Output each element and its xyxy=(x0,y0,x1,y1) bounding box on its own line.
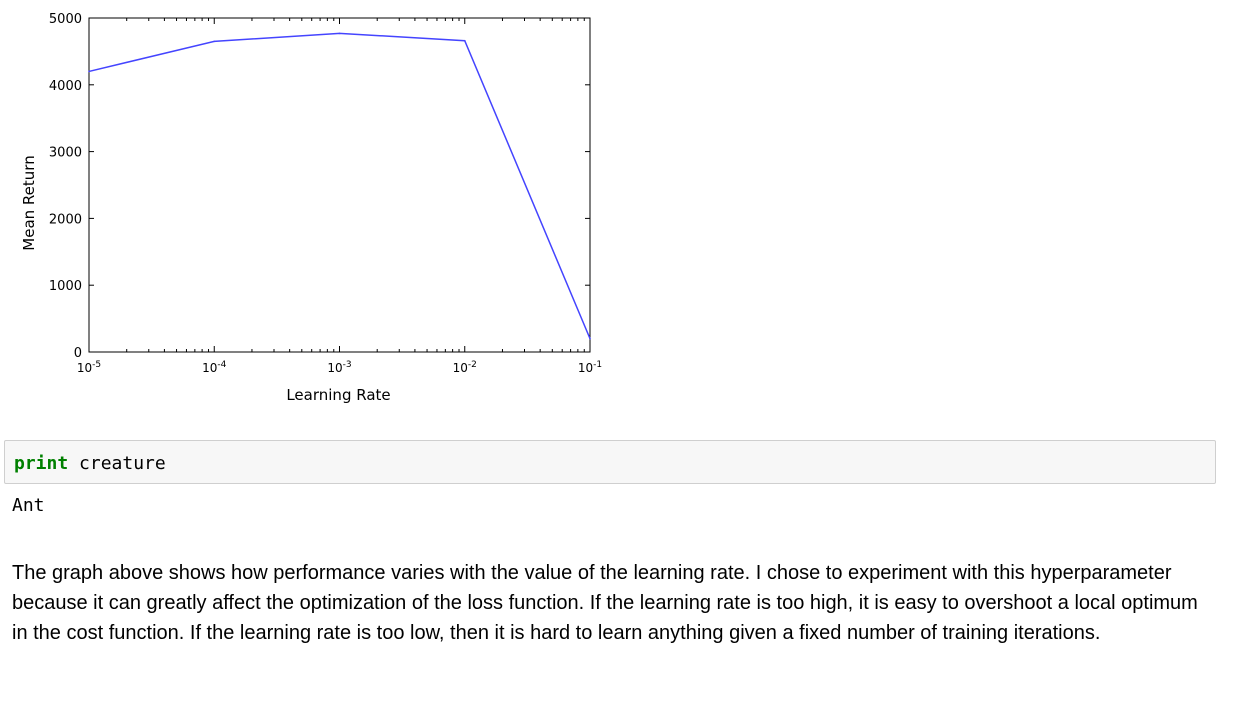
x-tick-exponent: -2 xyxy=(468,360,477,370)
y-tick-label: 2000 xyxy=(49,212,82,227)
chart-output: 0 1000 2000 3000 4000 5000 10-5 10-4 10-3 10-2 10-… xyxy=(0,0,620,415)
code-argument: creature xyxy=(79,453,166,474)
x-tick-exponent: -5 xyxy=(92,360,101,370)
data-point xyxy=(589,337,591,340)
data-point xyxy=(463,39,466,42)
plot-frame xyxy=(88,17,591,353)
x-tick-label: 10-1 xyxy=(578,360,602,375)
y-tick-label: 3000 xyxy=(49,146,82,161)
x-tick-exponent: -3 xyxy=(343,360,352,370)
data-point xyxy=(213,40,216,43)
code-line[interactable]: print creature xyxy=(14,453,166,475)
y-tick-label: 1000 xyxy=(49,279,82,294)
y-tick-label: 4000 xyxy=(49,79,82,94)
x-tick-base: 10 xyxy=(327,361,342,375)
x-tick-exponent: -4 xyxy=(217,360,226,370)
x-tick-base: 10 xyxy=(202,361,217,375)
x-tick-label: 10-5 xyxy=(77,360,101,375)
x-axis-label: Learning Rate xyxy=(286,386,390,404)
x-tick-base: 10 xyxy=(578,361,593,375)
x-tick-exponent: -1 xyxy=(593,360,602,370)
code-cell[interactable]: print creature xyxy=(4,440,1216,484)
y-tick-label: 0 xyxy=(74,346,82,361)
y-tick-label: 5000 xyxy=(49,12,82,27)
x-tick-label: 10-2 xyxy=(453,360,477,375)
markdown-paragraph: The graph above shows how performance va… xyxy=(12,562,1198,644)
data-point xyxy=(88,70,90,73)
y-axis-label: Mean Return xyxy=(20,155,38,250)
x-tick-base: 10 xyxy=(453,361,468,375)
x-tick-label: 10-4 xyxy=(202,360,227,375)
data-point xyxy=(338,32,341,35)
x-tick-label: 10-3 xyxy=(327,360,351,375)
x-tick-base: 10 xyxy=(77,361,92,375)
code-keyword: print xyxy=(14,453,69,474)
cell-output: Ant xyxy=(12,495,45,516)
